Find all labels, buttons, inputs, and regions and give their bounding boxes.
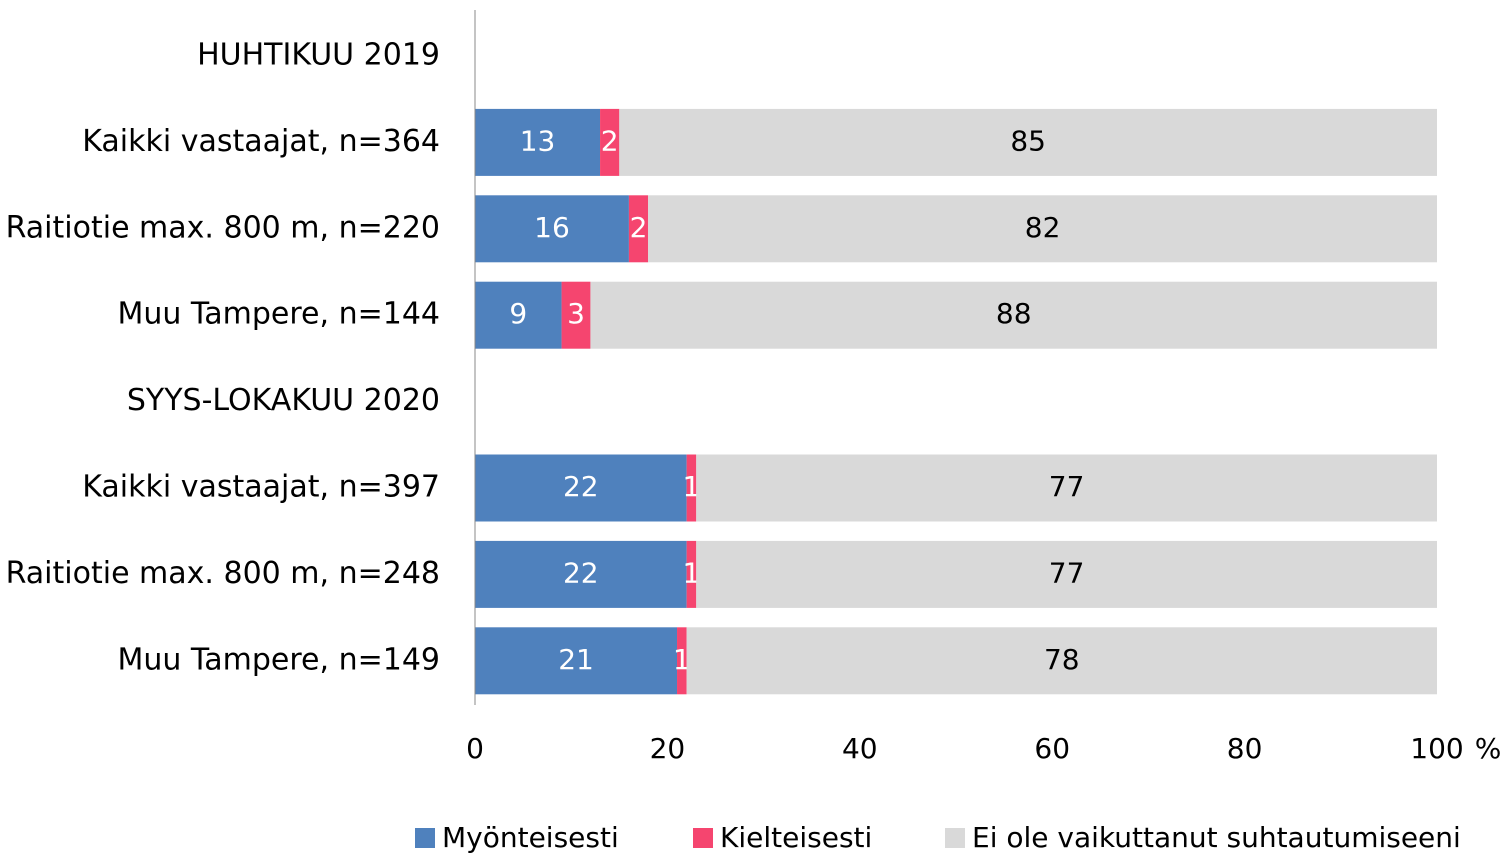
data-label: 77 [1049,556,1085,589]
bar-segment [475,281,562,349]
legend-swatch [693,828,713,848]
x-tick-label: 40 [842,732,878,765]
data-label: 85 [1010,124,1046,157]
bar-segment [600,108,620,176]
data-label: 16 [534,211,570,244]
bar-segment [677,627,687,695]
data-label: 21 [558,643,594,676]
bar-segment [696,540,1437,608]
data-label: 22 [563,556,599,589]
data-label: 88 [996,297,1032,330]
x-axis-unit: % [1475,732,1502,765]
bar-segment [696,454,1437,522]
legend-label: Ei ole vaikuttanut suhtautumiseeni [972,821,1461,854]
data-label: 82 [1025,211,1061,244]
data-label: 3 [567,297,585,330]
x-tick-label: 100 [1410,732,1463,765]
legend-swatch [945,828,965,848]
x-tick-label: 20 [650,732,686,765]
y-tick-label: Raitiotie max. 800 m, n=248 [6,556,440,591]
data-label: 78 [1044,643,1080,676]
bar-segment [590,281,1437,349]
y-tick-label: SYYS-LOKAKUU 2020 [127,383,440,418]
y-tick-label: HUHTIKUU 2019 [197,38,440,73]
bar-segment [686,454,697,522]
y-tick-label: Kaikki vastaajat, n=364 [82,124,440,159]
data-label: 1 [673,643,691,676]
y-tick-label: Raitiotie max. 800 m, n=220 [6,210,440,245]
legend-label: Myönteisesti [442,821,619,854]
bar-segment [561,281,591,349]
data-label: 9 [509,297,527,330]
legend-swatch [415,828,435,848]
bar-segment [475,454,687,522]
legend-label: Kielteisesti [720,821,872,854]
y-tick-label: Muu Tampere, n=144 [117,297,440,332]
x-tick-label: 80 [1227,732,1263,765]
bar-segment [628,195,649,263]
bar-segment [619,108,1437,176]
data-label: 22 [563,470,599,503]
y-tick-label: Kaikki vastaajat, n=397 [82,470,440,505]
y-tick-label: Muu Tampere, n=149 [117,642,440,677]
x-tick-label: 0 [466,732,484,765]
bar-segment [475,540,687,608]
bar-segment [475,108,601,176]
data-label: 2 [630,211,648,244]
data-label: 1 [683,556,701,589]
bar-segment [686,540,697,608]
bar-segment [475,627,678,695]
bar-segment [686,627,1437,695]
bar-segment [648,195,1437,263]
data-label: 2 [601,124,619,157]
bar-segment [475,195,629,263]
data-label: 13 [520,124,556,157]
x-tick-label: 60 [1034,732,1070,765]
data-label: 77 [1049,470,1085,503]
data-label: 1 [683,470,701,503]
